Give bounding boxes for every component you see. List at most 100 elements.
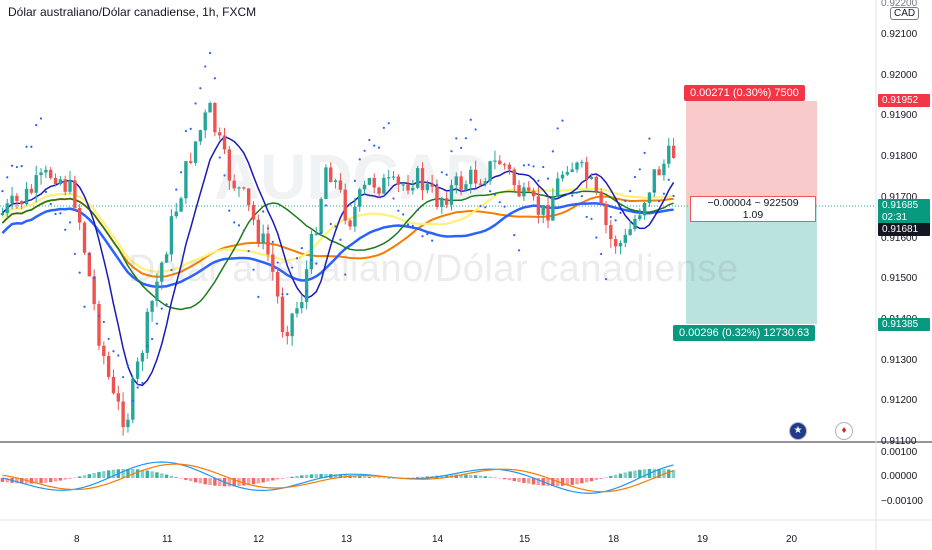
currency-badge[interactable]: CAD: [890, 7, 920, 20]
candle-body[interactable]: [671, 145, 676, 158]
candle-body[interactable]: [319, 198, 323, 234]
candle-body[interactable]: [449, 185, 454, 205]
candle-body[interactable]: [493, 160, 497, 162]
candle-body[interactable]: [150, 300, 154, 312]
candle-body[interactable]: [44, 169, 48, 173]
candle-body[interactable]: [638, 215, 642, 220]
candle-body[interactable]: [135, 361, 140, 379]
candle-body[interactable]: [522, 187, 526, 197]
canada-flag-icon[interactable]: ♦: [835, 422, 853, 440]
candle-body[interactable]: [353, 206, 357, 227]
candle-body[interactable]: [314, 233, 318, 235]
candle-body[interactable]: [97, 304, 101, 346]
candle-body[interactable]: [401, 184, 405, 186]
candle-body[interactable]: [333, 180, 338, 183]
candle-body[interactable]: [570, 169, 574, 173]
candle-body[interactable]: [613, 239, 618, 247]
candle-body[interactable]: [420, 168, 425, 191]
candle-body[interactable]: [657, 169, 661, 176]
candle-body[interactable]: [391, 176, 396, 178]
candle-body[interactable]: [599, 191, 603, 205]
candle-body[interactable]: [266, 233, 270, 255]
candle-body[interactable]: [246, 188, 251, 206]
candle-body[interactable]: [396, 176, 401, 185]
candle-body[interactable]: [464, 184, 468, 190]
candle-body[interactable]: [618, 242, 623, 247]
candle-body[interactable]: [565, 172, 570, 175]
candle-body[interactable]: [324, 167, 328, 199]
candle-body[interactable]: [541, 205, 545, 215]
stop-loss-zone[interactable]: [686, 206, 817, 324]
candle-body[interactable]: [556, 178, 560, 198]
candle-body[interactable]: [440, 198, 444, 207]
take-profit-zone[interactable]: [686, 101, 817, 206]
candle-body[interactable]: [232, 180, 236, 189]
candle-body[interactable]: [10, 195, 14, 204]
candle-body[interactable]: [155, 281, 159, 301]
candle-body[interactable]: [280, 296, 285, 333]
candle-body[interactable]: [469, 169, 473, 185]
candle-body[interactable]: [131, 378, 135, 420]
symbol-title[interactable]: Dólar australiano/Dólar canadiense, 1h, …: [8, 5, 257, 19]
candle-body[interactable]: [49, 169, 53, 178]
candle-body[interactable]: [203, 112, 207, 131]
candle-body[interactable]: [242, 187, 246, 189]
candle-body[interactable]: [304, 269, 309, 303]
candle-body[interactable]: [39, 172, 43, 176]
candle-body[interactable]: [329, 167, 333, 183]
candle-body[interactable]: [483, 181, 487, 184]
candle-body[interactable]: [628, 229, 632, 235]
candle-body[interactable]: [20, 201, 24, 205]
candle-body[interactable]: [502, 164, 507, 166]
candle-body[interactable]: [300, 302, 304, 309]
candle-body[interactable]: [237, 187, 241, 189]
stop-label[interactable]: 0.00296 (0.32%) 12730.63: [673, 325, 816, 341]
candle-body[interactable]: [24, 188, 29, 205]
candle-body[interactable]: [251, 205, 256, 220]
candle-body[interactable]: [478, 183, 483, 185]
candle-body[interactable]: [372, 178, 376, 188]
candle-body[interactable]: [290, 313, 294, 337]
candle-body[interactable]: [102, 345, 106, 356]
candle-body[interactable]: [256, 219, 261, 243]
candle-body[interactable]: [662, 163, 666, 176]
candle-body[interactable]: [29, 188, 34, 193]
australia-flag-icon[interactable]: ★: [789, 422, 807, 440]
candle-body[interactable]: [295, 308, 299, 314]
candle-body[interactable]: [415, 168, 420, 188]
candle-body[interactable]: [551, 197, 555, 221]
candle-body[interactable]: [623, 234, 627, 243]
candle-body[interactable]: [208, 102, 212, 113]
candle-body[interactable]: [63, 179, 67, 192]
candle-body[interactable]: [348, 220, 352, 227]
candle-body[interactable]: [285, 332, 289, 337]
candle-body[interactable]: [145, 311, 149, 353]
candle-body[interactable]: [652, 169, 656, 193]
candle-body[interactable]: [633, 219, 637, 230]
candle-body[interactable]: [589, 176, 594, 179]
candle-body[interactable]: [498, 160, 502, 165]
candle-body[interactable]: [667, 145, 671, 164]
macd-pane[interactable]: [0, 461, 676, 494]
candle-body[interactable]: [68, 180, 72, 192]
candle-body[interactable]: [594, 176, 599, 192]
candle-body[interactable]: [174, 211, 178, 217]
candle-body[interactable]: [343, 189, 347, 221]
candle-body[interactable]: [179, 198, 183, 212]
candle-body[interactable]: [488, 161, 492, 182]
candle-body[interactable]: [642, 202, 647, 216]
candle-body[interactable]: [338, 180, 343, 190]
candle-body[interactable]: [193, 141, 198, 163]
candle-body[interactable]: [604, 204, 608, 226]
candle-body[interactable]: [362, 184, 367, 190]
candle-body[interactable]: [435, 186, 439, 207]
candle-body[interactable]: [647, 192, 652, 203]
candle-body[interactable]: [213, 102, 217, 133]
candle-body[interactable]: [580, 162, 584, 164]
candle-body[interactable]: [92, 276, 96, 305]
candle-body[interactable]: [87, 252, 92, 277]
candle-body[interactable]: [106, 355, 111, 377]
position-summary[interactable]: −0.00004 ~ 922509 1.09: [690, 196, 816, 222]
candle-body[interactable]: [425, 184, 430, 191]
